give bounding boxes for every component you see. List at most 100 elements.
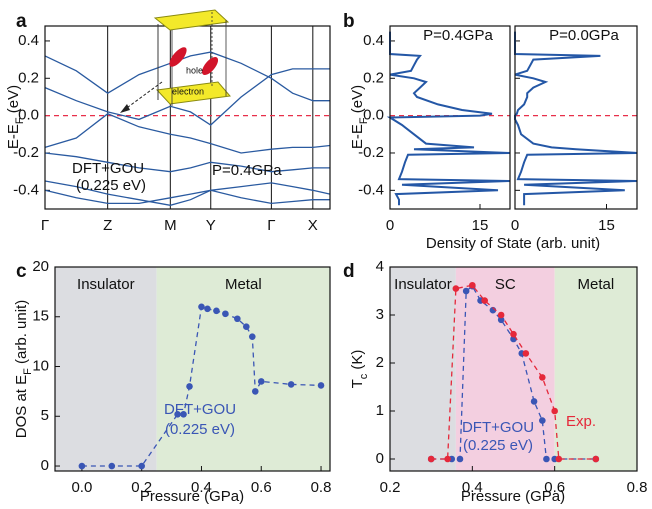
y-axis-label-part: (arb. unit) <box>13 300 30 368</box>
data-point <box>317 382 325 389</box>
data-point <box>213 307 220 315</box>
y-tick-label: 0.4 <box>363 32 384 49</box>
y-tick-label: -0.4 <box>358 181 384 198</box>
data-point <box>555 455 563 463</box>
y-axis-label: E-EF (eV) <box>349 85 370 149</box>
x-axis-label: Pressure (GPa) <box>140 488 244 505</box>
data-point <box>452 285 460 292</box>
y-axis-label: Tc (K) <box>349 350 370 389</box>
data-point <box>222 310 229 318</box>
x-tick-label: M <box>164 217 177 234</box>
region <box>390 267 456 471</box>
x-axis-label: Pressure (GPa) <box>461 488 565 505</box>
panel-label: b <box>343 11 355 32</box>
region-label: Metal <box>577 276 614 293</box>
y-tick-label: 0.0 <box>363 107 384 124</box>
inset-plane <box>155 81 231 105</box>
y-tick-label: 4 <box>376 258 384 275</box>
region <box>156 267 330 471</box>
data-point <box>522 350 530 357</box>
inset-label: hole <box>186 65 203 75</box>
x-tick-label: Γ <box>41 217 49 234</box>
annotation: DFT+GOU <box>72 160 144 177</box>
annotation: DFT+GOU <box>164 401 236 418</box>
y-axis-label-part: E-E <box>349 124 366 149</box>
series-line <box>514 31 638 206</box>
data-point <box>248 333 256 340</box>
inset: hole electron <box>120 9 231 113</box>
inset-hole-pocket <box>169 47 187 67</box>
data-point <box>78 462 86 470</box>
y-tick-label: -0.2 <box>13 144 39 161</box>
plot-frame <box>389 25 511 210</box>
data-point <box>539 374 546 381</box>
inset-hole-pocket <box>201 56 219 76</box>
x-tick-label: X <box>308 217 318 234</box>
y-tick-label: 0 <box>41 457 49 474</box>
data-point <box>497 316 505 324</box>
y-tick-label: 15 <box>32 308 49 325</box>
panel-label: d <box>343 261 355 282</box>
annotation: (0.225 eV) <box>463 437 533 454</box>
y-axis-label-part: (eV) <box>5 85 22 118</box>
region-label: Insulator <box>394 276 452 293</box>
annotation: (0.225 eV) <box>165 421 235 438</box>
y-tick-label: 5 <box>41 407 49 424</box>
data-point <box>510 330 517 338</box>
data-point <box>427 455 435 463</box>
series-title: P=0.4GPa <box>423 27 493 44</box>
backgrounds <box>55 267 637 471</box>
x-tick-label: 0 <box>386 217 394 234</box>
annotation: Exp. <box>566 413 596 430</box>
x-tick-label: 0.6 <box>251 479 272 496</box>
data-point <box>180 410 187 418</box>
series-line <box>431 284 596 460</box>
data-point <box>198 303 205 311</box>
region-label: Insulator <box>77 276 135 293</box>
x-tick-label: 15 <box>598 217 615 234</box>
y-tick-label: 0 <box>376 450 384 467</box>
x-tick-label: Γ <box>267 217 275 234</box>
series-line <box>386 31 511 206</box>
y-tick-label: 0.2 <box>18 69 39 86</box>
annotation: P=0.4GPa <box>212 162 282 179</box>
plot-frame <box>389 266 638 472</box>
x-tick-label: 0.2 <box>380 479 401 496</box>
region <box>455 267 555 471</box>
series-line <box>44 51 330 102</box>
y-axis-label-part: F <box>22 368 34 375</box>
data-point <box>243 323 250 331</box>
series-title: P=0.0GPa <box>549 27 619 44</box>
x-tick-label: 0.4 <box>191 479 212 496</box>
x-tick-label: Y <box>206 217 216 234</box>
y-tick-label: 1 <box>376 402 384 419</box>
inset-arrow <box>123 81 163 111</box>
x-tick-label: 0.0 <box>71 479 92 496</box>
x-tick-label: 0.2 <box>131 479 152 496</box>
panel-label: c <box>16 261 27 282</box>
x-tick-label: 15 <box>472 217 489 234</box>
data-point <box>456 455 464 463</box>
y-tick-label: 2 <box>376 354 384 371</box>
y-axis-label: DOS at EF (arb. unit) <box>13 300 34 438</box>
y-axis-label-part: T <box>349 379 366 388</box>
y-axis-label-part: F <box>358 117 370 124</box>
plots: aE-EF (eV)-0.4-0.20.00.20.4Γ Z M Y Γ XDFT+GOU… <box>5 11 647 505</box>
y-tick-label: -0.4 <box>13 181 39 198</box>
y-axis-label: E-EF (eV) <box>5 85 26 149</box>
series-line <box>44 152 330 173</box>
y-tick-label: 10 <box>32 357 49 374</box>
data-point <box>592 455 600 463</box>
y-axis-label-part: E-E <box>5 124 22 149</box>
data-point <box>204 305 211 313</box>
inset-label: electron <box>172 86 204 96</box>
data-point <box>551 407 558 415</box>
series-line <box>431 285 596 460</box>
data-point <box>257 378 265 385</box>
y-axis-label-part: c <box>358 373 370 379</box>
inset-arrowhead <box>120 104 130 113</box>
data-point <box>444 455 451 463</box>
annotation: (0.225 eV) <box>76 177 146 194</box>
data-point <box>251 388 259 395</box>
